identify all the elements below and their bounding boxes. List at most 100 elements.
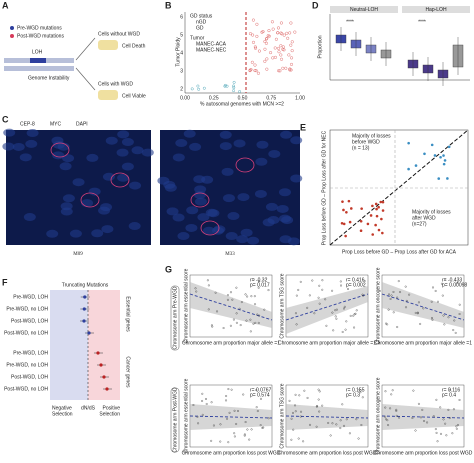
point	[414, 311, 417, 314]
point	[353, 326, 356, 329]
point	[348, 432, 351, 435]
point	[395, 414, 398, 417]
panel-letter: C	[2, 114, 9, 124]
point	[253, 45, 257, 49]
label: Chromosome arm oncogene score	[375, 377, 381, 454]
label: Post-WGD, LOH	[11, 318, 48, 324]
point	[388, 293, 390, 296]
point	[331, 311, 334, 314]
point	[315, 425, 318, 428]
point	[227, 388, 230, 391]
point	[454, 331, 457, 334]
point	[423, 420, 426, 423]
point	[263, 59, 267, 63]
point	[214, 291, 217, 294]
label: ****	[346, 19, 354, 25]
label: MANEC-NEC	[196, 47, 227, 53]
point	[327, 421, 330, 424]
point	[223, 84, 227, 88]
nucleus	[276, 204, 289, 213]
point	[331, 422, 334, 425]
point	[360, 424, 363, 426]
point	[274, 37, 278, 41]
label: Chromosome arm Pre-WGD	[172, 286, 178, 349]
point	[434, 428, 437, 431]
nucleus	[225, 232, 238, 241]
point	[219, 423, 222, 426]
point	[335, 317, 338, 320]
point	[458, 313, 461, 315]
point	[295, 294, 298, 297]
nucleus	[172, 153, 185, 162]
nucleus	[290, 174, 303, 183]
point	[235, 321, 238, 324]
point	[211, 325, 214, 328]
point	[235, 423, 238, 425]
point	[384, 415, 387, 418]
nucleus	[256, 140, 269, 149]
point	[201, 399, 204, 402]
point	[244, 293, 247, 296]
point	[192, 404, 195, 406]
point	[242, 393, 245, 396]
nucleus	[157, 176, 170, 185]
panel-letter: A	[2, 0, 9, 10]
point	[442, 314, 445, 317]
trend-line	[285, 415, 369, 419]
label: Majority of losses	[412, 209, 451, 215]
nucleus	[240, 228, 253, 237]
point	[455, 427, 458, 430]
label: Cell Death	[122, 43, 146, 49]
point	[426, 421, 429, 424]
label: Proportion	[317, 35, 323, 58]
point	[408, 293, 411, 296]
nucleus	[268, 149, 281, 158]
point	[414, 429, 417, 432]
point	[318, 302, 321, 305]
point	[292, 428, 295, 431]
nucleus	[2, 142, 15, 151]
row-label-box	[170, 387, 180, 453]
nucleus	[91, 229, 104, 238]
label: Selection	[52, 411, 73, 417]
cell-outline	[80, 192, 100, 208]
point	[344, 234, 347, 238]
label: Pre-WGD, no LOH	[6, 362, 48, 368]
label: Chromosome arm essential score	[183, 378, 189, 453]
point	[297, 288, 300, 291]
chromosome	[4, 66, 74, 71]
point	[384, 390, 387, 393]
x-tick-label: 1.00	[295, 95, 305, 101]
point	[197, 87, 201, 91]
label: Post-WGD, no LOH	[4, 386, 48, 392]
point	[196, 84, 200, 88]
trend-line	[381, 293, 465, 321]
point	[381, 200, 385, 204]
legend-dot	[10, 26, 14, 30]
trend-line	[381, 415, 465, 419]
point	[290, 438, 293, 441]
point	[361, 396, 364, 399]
nucleus	[237, 193, 250, 202]
point	[255, 389, 258, 392]
nucleus	[19, 153, 32, 162]
point	[235, 312, 238, 315]
point	[317, 388, 320, 391]
point	[243, 434, 246, 437]
point	[250, 60, 254, 64]
point	[345, 210, 348, 214]
label: Prop Loss before GD – Prop Loss after GD…	[321, 130, 327, 245]
nucleus	[3, 128, 16, 137]
point	[341, 200, 344, 203]
point	[293, 30, 297, 34]
point	[255, 406, 258, 409]
label: M33	[225, 252, 235, 257]
point	[253, 63, 257, 67]
point	[436, 440, 439, 443]
nucleus	[98, 206, 111, 215]
nucleus	[81, 199, 94, 208]
nucleus	[219, 130, 232, 139]
label: MYC	[50, 121, 62, 127]
point	[270, 20, 274, 24]
